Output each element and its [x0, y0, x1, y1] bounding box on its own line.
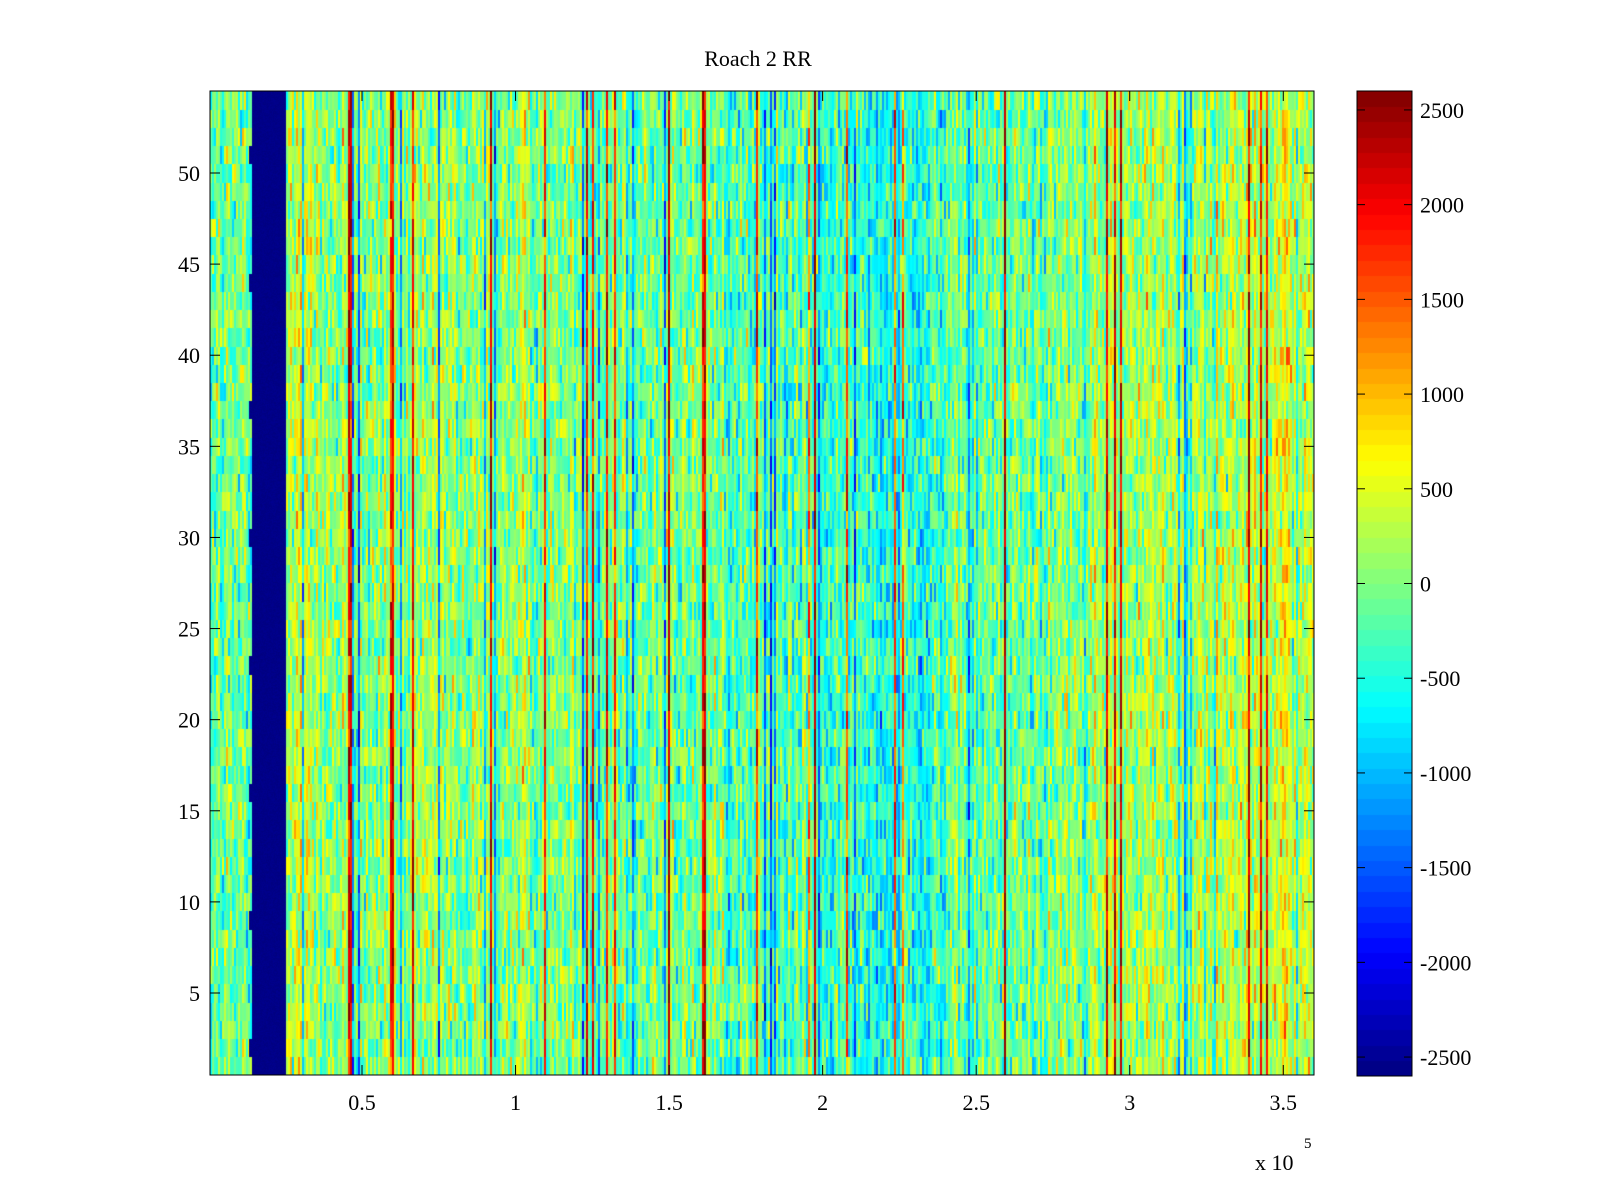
colorbar-tick-label: -2000 — [1420, 950, 1471, 975]
colorbar-ticks: 2500 2000 1500 1000 500 0 -500 -1000 -1500 -2000 -… — [1357, 98, 1471, 1070]
y-tick-label: 15 — [178, 799, 200, 824]
colorbar-image — [1357, 91, 1412, 1076]
y-tick-label: 50 — [178, 161, 200, 186]
y-tick-label: 45 — [178, 252, 200, 277]
colorbar-tick-label: 1500 — [1420, 287, 1464, 312]
y-tick-label: 5 — [189, 981, 200, 1006]
colorbar-tick-label: -1000 — [1420, 761, 1471, 786]
x-tick-label: 3.5 — [1270, 1090, 1298, 1115]
heatmap-image — [210, 91, 1314, 1075]
colorbar-tick-label: -2500 — [1420, 1045, 1471, 1070]
x-exponent-power: 5 — [1304, 1136, 1312, 1152]
colorbar-tick-label: 500 — [1420, 477, 1453, 502]
colorbar-tick-label: -1500 — [1420, 856, 1471, 881]
plot-frame — [209, 90, 1315, 1076]
heatmap-plot-area — [209, 90, 1315, 1076]
colorbar-tick-label: 2000 — [1420, 193, 1464, 218]
colorbar-tick-label: 2500 — [1420, 98, 1464, 123]
x-tick-label: 1 — [510, 1090, 521, 1115]
colorbar-tick-label: 1000 — [1420, 382, 1464, 407]
chart-title: Roach 2 RR — [704, 46, 812, 71]
y-tick-label: 25 — [178, 617, 200, 642]
y-tick-label: 30 — [178, 525, 200, 550]
colorbar-tick-label: 0 — [1420, 572, 1431, 597]
y-tick-label: 35 — [178, 434, 200, 459]
y-axis: 5 10 15 20 25 30 35 40 45 50 — [178, 161, 1314, 1006]
x-tick-label: 2 — [817, 1090, 828, 1115]
y-tick-label: 40 — [178, 343, 200, 368]
y-tick-label: 10 — [178, 890, 200, 915]
x-tick-label: 2.5 — [962, 1090, 990, 1115]
x-axis-exponent: x 10 5 — [1255, 1136, 1312, 1175]
x-axis: 0.5 1 1.5 2 2.5 3 3.5 — [348, 91, 1297, 1115]
x-tick-label: 3 — [1124, 1090, 1135, 1115]
x-tick-label: 1.5 — [655, 1090, 683, 1115]
colorbar: 2500 2000 1500 1000 500 0 -500 -1000 -1500 -2000 -… — [1356, 90, 1471, 1077]
x-exponent-base: x 10 — [1255, 1150, 1294, 1175]
colorbar-tick-label: -500 — [1420, 666, 1460, 691]
y-tick-label: 20 — [178, 708, 200, 733]
x-tick-label: 0.5 — [348, 1090, 376, 1115]
